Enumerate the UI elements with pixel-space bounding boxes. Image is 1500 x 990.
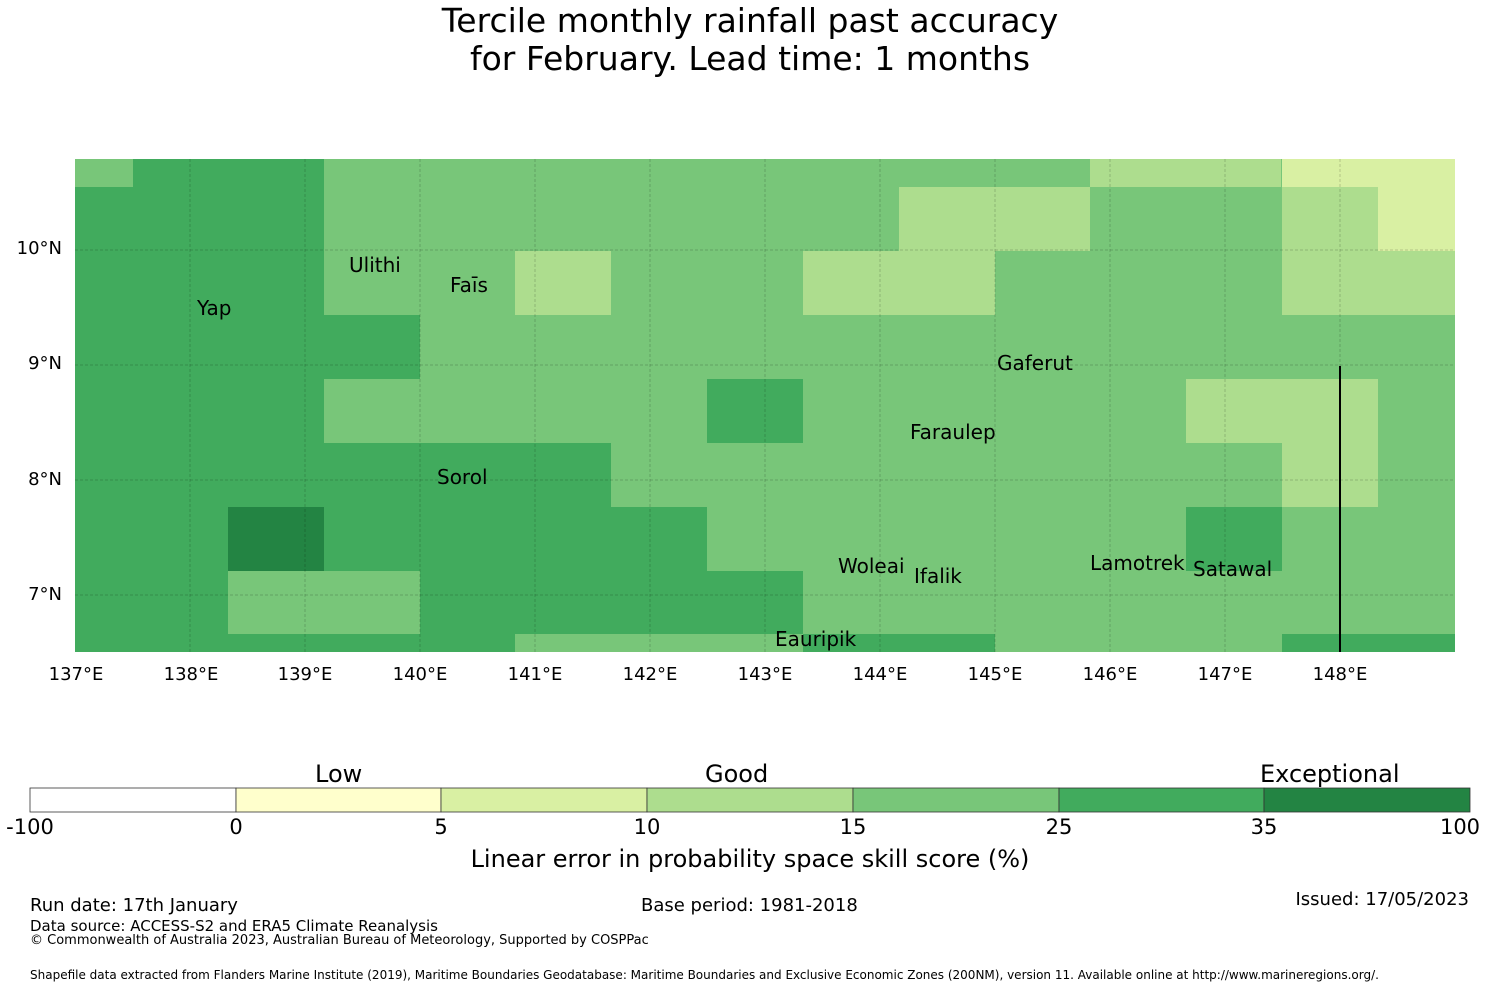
- skill-cell: [1282, 159, 1455, 187]
- colorbar-segment: [1263, 787, 1471, 813]
- skill-cell: [1282, 187, 1378, 251]
- run-date: Run date: 17th January: [30, 895, 238, 916]
- lon-label-142e: 142°E: [622, 664, 678, 685]
- island-lamotrek: Lamotrek: [1090, 551, 1185, 575]
- lon-label-138e: 138°E: [163, 664, 219, 685]
- lon-label-147e: 147°E: [1197, 664, 1253, 685]
- skill-cell: [324, 443, 611, 507]
- tick-label: 35: [1250, 815, 1278, 839]
- skill-cell: [1282, 634, 1455, 652]
- lon-label-145e: 145°E: [967, 664, 1023, 685]
- skill-cell: [1282, 251, 1455, 315]
- lon-label-140e: 140°E: [392, 664, 448, 685]
- skill-cell: [228, 571, 420, 634]
- skill-cell: [1186, 379, 1378, 443]
- tick-label: 100: [1439, 815, 1481, 839]
- island-fais: Faīs: [450, 273, 488, 297]
- skill-cell: [803, 634, 995, 652]
- lon-label-139e: 139°E: [277, 664, 333, 685]
- colorbar-segment: [852, 787, 1060, 813]
- tick-label: 5: [434, 815, 448, 839]
- data-source: Data source: ACCESS-S2 and ERA5 Climate …: [30, 917, 438, 935]
- lon-label-144e: 144°E: [852, 664, 908, 685]
- colorbar: [29, 787, 1471, 813]
- title-line-1: Tercile monthly rainfall past accuracy: [441, 1, 1059, 40]
- copyright: © Commonwealth of Australia 2023, Austra…: [30, 933, 649, 948]
- colorbar-segment: [235, 787, 442, 813]
- lon-label-141e: 141°E: [507, 664, 563, 685]
- lat-label-8n: 8°N: [28, 469, 62, 490]
- category-exceptional: Exceptional: [1260, 760, 1400, 788]
- tick-label: -100: [6, 815, 54, 839]
- island-satawal: Satawal: [1193, 557, 1273, 581]
- issued-date: Issued: 17/05/2023: [1295, 889, 1469, 910]
- tick-label: 0: [229, 815, 243, 839]
- skill-cell: [133, 159, 324, 187]
- lon-label-148e: 148°E: [1312, 664, 1368, 685]
- skill-cell: [707, 379, 803, 443]
- island-yap: Yap: [197, 296, 232, 320]
- skill-cell: [899, 187, 1090, 251]
- skill-cell: [515, 251, 611, 315]
- island-sorol: Sorol: [437, 465, 488, 489]
- skill-cell: [324, 634, 515, 652]
- skill-grid: [75, 159, 1455, 652]
- island-eauripik: Eauripik: [775, 627, 857, 651]
- skill-cell: [420, 571, 803, 634]
- skill-cell: [324, 507, 707, 571]
- category-low: Low: [315, 760, 363, 788]
- skill-cell: [228, 507, 324, 571]
- lat-label-9n: 9°N: [28, 353, 62, 374]
- skill-cell: [1090, 159, 1281, 187]
- island-ulithi: Ulithi: [349, 253, 401, 277]
- skill-cell: [1282, 443, 1378, 507]
- lat-label-10n: 10°N: [16, 238, 62, 259]
- island-woleai: Woleai: [838, 554, 905, 578]
- shapefile-credit: Shapefile data extracted from Flanders M…: [30, 968, 1379, 982]
- map-title: Tercile monthly rainfall past accuracy f…: [0, 2, 1500, 78]
- skill-cell: [803, 251, 995, 315]
- tick-label: 15: [839, 815, 867, 839]
- colorbar-segment: [440, 787, 648, 813]
- island-faraulep: Faraulep: [910, 420, 996, 444]
- skill-cell: [75, 159, 133, 187]
- colorbar-title: Linear error in probability space skill …: [470, 845, 1030, 873]
- island-gaferut: Gaferut: [997, 351, 1073, 375]
- skill-cell: [1186, 507, 1282, 571]
- island-ifalik: Ifalik: [914, 564, 962, 588]
- skill-cell: [324, 315, 420, 379]
- colorbar-segment: [646, 787, 854, 813]
- lon-label-137e: 137°E: [48, 664, 104, 685]
- lat-label-7n: 7°N: [28, 584, 62, 605]
- lon-label-143e: 143°E: [737, 664, 793, 685]
- lon-label-146e: 146°E: [1082, 664, 1138, 685]
- tick-label: 25: [1045, 815, 1073, 839]
- colorbar-segment: [1058, 787, 1265, 813]
- base-period: Base period: 1981-2018: [641, 895, 858, 916]
- skill-cell: [1378, 187, 1455, 251]
- tick-label: 10: [633, 815, 661, 839]
- colorbar-segment: [29, 787, 237, 813]
- category-good: Good: [705, 760, 769, 788]
- title-line-2: for February. Lead time: 1 months: [469, 39, 1031, 78]
